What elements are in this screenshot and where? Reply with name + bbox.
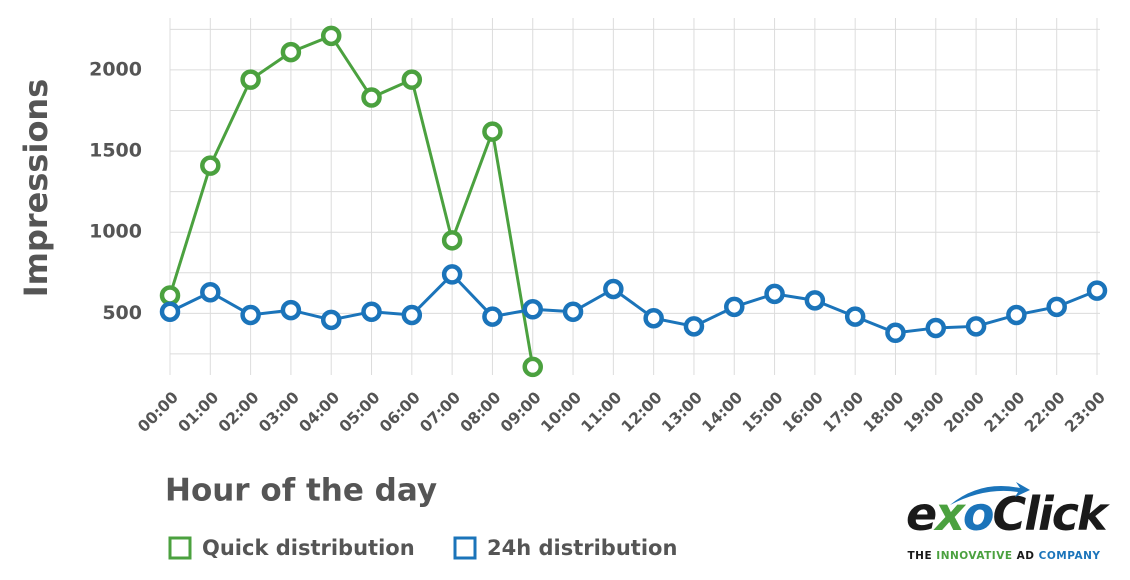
series-line (169, 272, 1098, 335)
data-point (320, 25, 342, 47)
data-point (562, 301, 584, 322)
data-point (925, 317, 947, 339)
x-tick-label: 16:00 (779, 388, 827, 436)
x-tick-label: 15:00 (739, 388, 787, 436)
x-tick-label: 21:00 (981, 388, 1029, 436)
logo-part: x (933, 487, 966, 541)
x-tick-label: 18:00 (860, 388, 908, 436)
data-point (280, 41, 302, 63)
data-point (200, 281, 221, 303)
data-point (482, 306, 503, 327)
x-tick-label: 05:00 (336, 388, 384, 436)
x-tick-label: 02:00 (215, 388, 263, 436)
logo-tagline: THE INNOVATIVE AD COMPANY (908, 550, 1101, 562)
data-point (361, 87, 382, 108)
data-point (643, 307, 664, 329)
legend-label: 24h distribution (487, 536, 677, 560)
data-point (1006, 304, 1027, 326)
data-point (965, 316, 987, 337)
x-tick-label: 17:00 (820, 388, 868, 436)
y-axis-title: Impressions (17, 79, 55, 298)
data-point (522, 299, 543, 320)
data-point (522, 356, 543, 378)
x-tick-label: 10:00 (537, 388, 585, 436)
data-point (280, 299, 302, 321)
legend-swatch (453, 536, 477, 560)
data-point (159, 301, 181, 322)
x-tick-label: 09:00 (497, 388, 545, 436)
data-point (1046, 296, 1067, 318)
data-point (804, 290, 826, 311)
x-tick-label: 12:00 (618, 388, 666, 436)
series-line (168, 33, 535, 368)
logo-part: Click (992, 487, 1110, 541)
y-tick-label: 1500 (89, 140, 142, 162)
data-point (683, 316, 705, 337)
tagline-word: COMPANY (1039, 550, 1101, 562)
y-tick-label: 500 (102, 302, 142, 324)
data-point (441, 264, 463, 285)
x-tick-label: 23:00 (1061, 388, 1109, 436)
x-tick-label: 08:00 (457, 388, 505, 436)
x-axis-title: Hour of the day (165, 473, 437, 509)
y-tick-label: 1000 (89, 221, 142, 243)
x-tick-label: 14:00 (699, 388, 747, 436)
x-tick-label: 06:00 (376, 388, 424, 436)
x-tick-label: 03:00 (255, 388, 303, 436)
data-point (401, 304, 423, 326)
data-point (482, 121, 503, 142)
legend-label: Quick distribution (202, 536, 415, 560)
data-point (361, 301, 382, 322)
x-tick-label: 07:00 (417, 388, 465, 436)
x-tick-label: 19:00 (900, 388, 948, 436)
x-tick-label: 20:00 (940, 388, 988, 436)
logo-part: e (906, 487, 936, 541)
data-point (240, 304, 261, 326)
data-point (724, 296, 745, 318)
y-tick-label: 2000 (89, 58, 142, 80)
logo-swoosh (950, 482, 1030, 505)
x-tick-label: 13:00 (658, 388, 706, 436)
data-point (441, 230, 463, 251)
tagline-word: THE (908, 550, 933, 562)
x-tick-label: 04:00 (296, 388, 344, 436)
data-point (320, 309, 342, 331)
data-point (401, 69, 423, 90)
data-point (603, 278, 624, 300)
x-tick-label: 01:00 (175, 388, 223, 436)
data-point (1086, 280, 1108, 301)
plot-area (169, 18, 1100, 375)
data-point (200, 155, 221, 176)
tagline-word: AD (1017, 550, 1035, 562)
x-tick-label: 11:00 (578, 388, 626, 436)
logo: exoClick THE INNOVATIVE AD COMPANY (906, 482, 1112, 562)
x-tick-label: 00:00 (134, 388, 182, 436)
x-tick-label: 22:00 (1021, 388, 1069, 436)
legend-swatch (168, 536, 192, 560)
data-point (885, 322, 906, 344)
data-point (240, 69, 261, 90)
data-point (844, 306, 866, 327)
data-point (764, 283, 785, 305)
logo-text: exoClick (906, 487, 1110, 541)
data-point (159, 285, 181, 306)
tagline-word: INNOVATIVE (936, 550, 1012, 562)
